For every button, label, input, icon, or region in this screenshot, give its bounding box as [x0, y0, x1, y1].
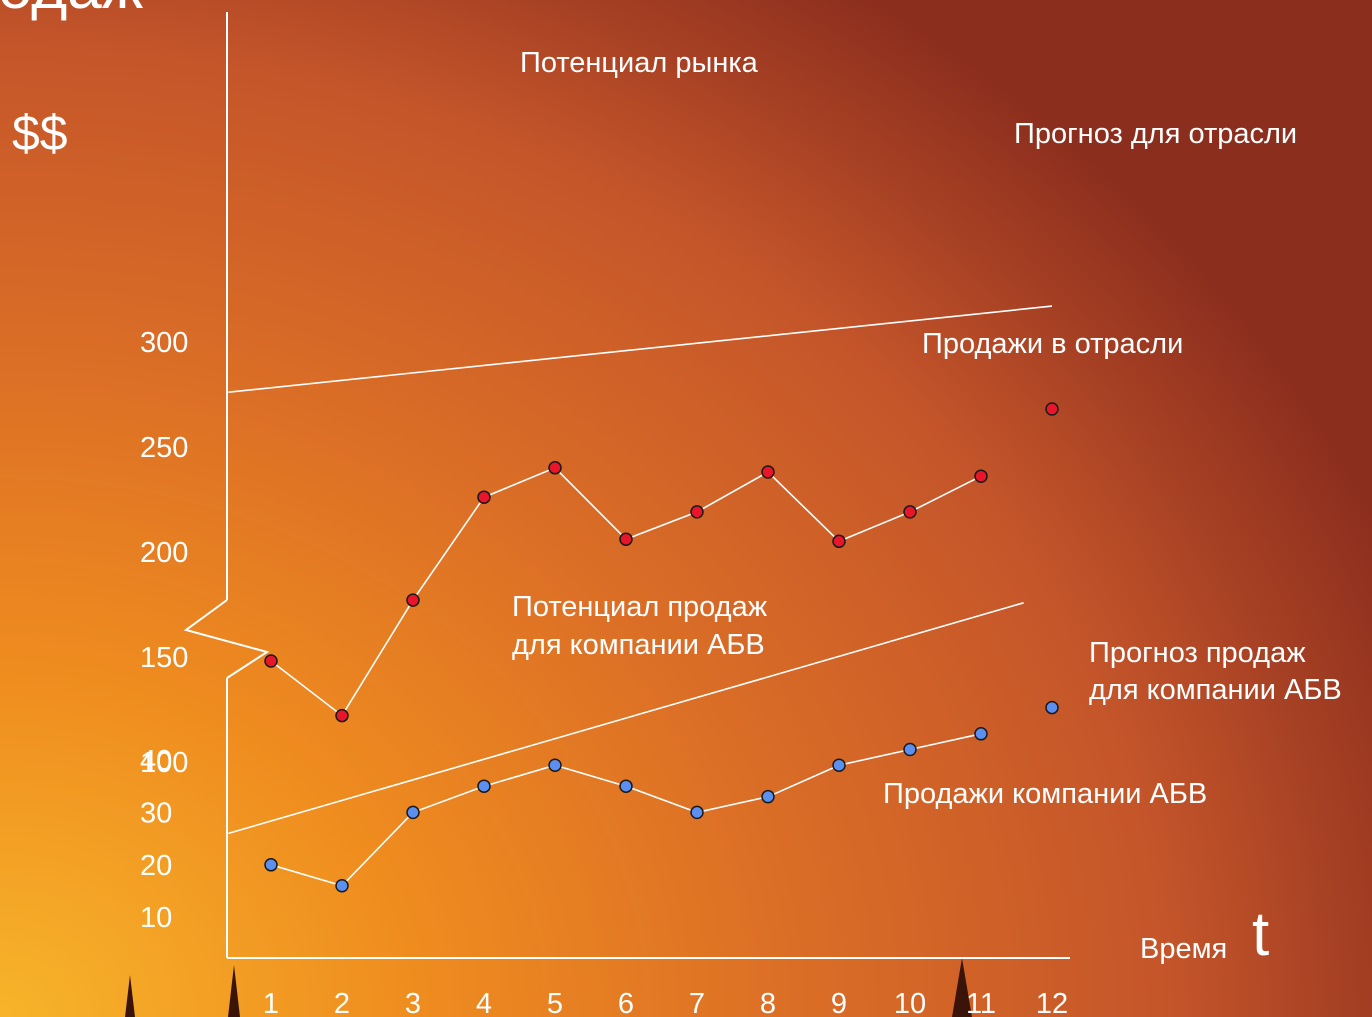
industry-sales-point [690, 505, 704, 519]
company-sales-point [335, 879, 349, 893]
market-potential-label: Потенциал рынка [520, 47, 759, 79]
industry-forecast-label: Прогноз для отрасли [1014, 118, 1297, 150]
industry-sales-point [761, 465, 775, 479]
y-tick-label: 40 [140, 745, 172, 777]
y-tick-label: 20 [140, 850, 172, 882]
industry-sales-point [335, 708, 349, 723]
spire-center-left [228, 965, 240, 1017]
y-tick-label: 250 [140, 432, 188, 464]
company-sales-point [974, 727, 988, 741]
industry-forecast-point [1045, 402, 1059, 416]
y-tick-label: 10 [140, 902, 172, 934]
market-potential-line [228, 305, 1053, 393]
y-tick-label: 300 [140, 327, 188, 359]
x-tick-label: 11 [966, 988, 996, 1017]
company-sales-point [406, 805, 420, 820]
industry-sales-point [974, 469, 988, 483]
industry-sales-point [477, 490, 491, 504]
time-axis-label: Время [1140, 933, 1227, 965]
company-forecast-label-line2: для компании АБВ [1089, 674, 1342, 706]
company-sales-point [264, 858, 278, 872]
company-forecast-point [1045, 700, 1059, 715]
x-tick-label: 2 [334, 988, 350, 1017]
company-sales-point [832, 758, 846, 772]
spire-left [125, 975, 135, 1017]
spire-right [952, 958, 972, 1017]
series-points [264, 402, 1059, 893]
x-tick-label: 12 [1036, 988, 1068, 1017]
industry-sales-label: Продажи в отрасли [922, 328, 1183, 360]
industry-sales-point [406, 593, 420, 607]
title-fragment: одаж [0, 0, 144, 22]
y-tick-label: 100 [140, 747, 188, 779]
company-sales-point [690, 805, 704, 820]
x-tick-label: 9 [831, 988, 847, 1017]
company-sales-label: Продажи компании АБВ [883, 778, 1207, 810]
industry-sales-point [548, 461, 562, 475]
lower-y-ticks: 40 30 20 10 [140, 745, 172, 934]
company-sales-point [903, 742, 917, 757]
company-potential-label-line1: Потенциал продаж [512, 591, 768, 623]
x-tick-label: 10 [894, 988, 926, 1017]
company-forecast-label-line1: Прогноз продаж [1089, 637, 1306, 669]
company-sales-point [548, 758, 562, 772]
x-tick-label: 4 [476, 988, 492, 1017]
x-tick-label: 3 [405, 988, 421, 1017]
company-sales-point [477, 779, 491, 793]
company-sales-point [619, 779, 633, 793]
x-ticks: 1 2 3 4 5 6 7 8 9 10 11 12 [263, 988, 1068, 1017]
company-sales-line [270, 733, 982, 887]
industry-sales-point [264, 654, 278, 668]
y-axis-break [183, 599, 270, 679]
y-tick-label: 200 [140, 537, 188, 569]
upper-y-ticks: 300 250 200 150 100 [140, 327, 188, 779]
y-tick-label: 30 [140, 797, 172, 829]
x-tick-label: 8 [760, 988, 776, 1017]
x-tick-label: 6 [618, 988, 634, 1017]
y-tick-label: 150 [140, 642, 188, 674]
company-sales-point [761, 789, 775, 804]
company-potential-line [228, 602, 1024, 835]
axes [183, 12, 1070, 959]
spire-silhouettes [125, 958, 972, 1017]
industry-sales-point [619, 532, 633, 546]
industry-sales-point [832, 534, 846, 549]
company-potential-label-line2: для компании АБВ [512, 629, 765, 661]
x-tick-label: 5 [547, 988, 563, 1017]
x-tick-label: 7 [689, 988, 705, 1017]
x-tick-label: 1 [263, 988, 279, 1017]
time-axis-symbol: t [1252, 900, 1269, 969]
industry-sales-point [903, 505, 917, 519]
currency-label: $$ [12, 105, 68, 161]
